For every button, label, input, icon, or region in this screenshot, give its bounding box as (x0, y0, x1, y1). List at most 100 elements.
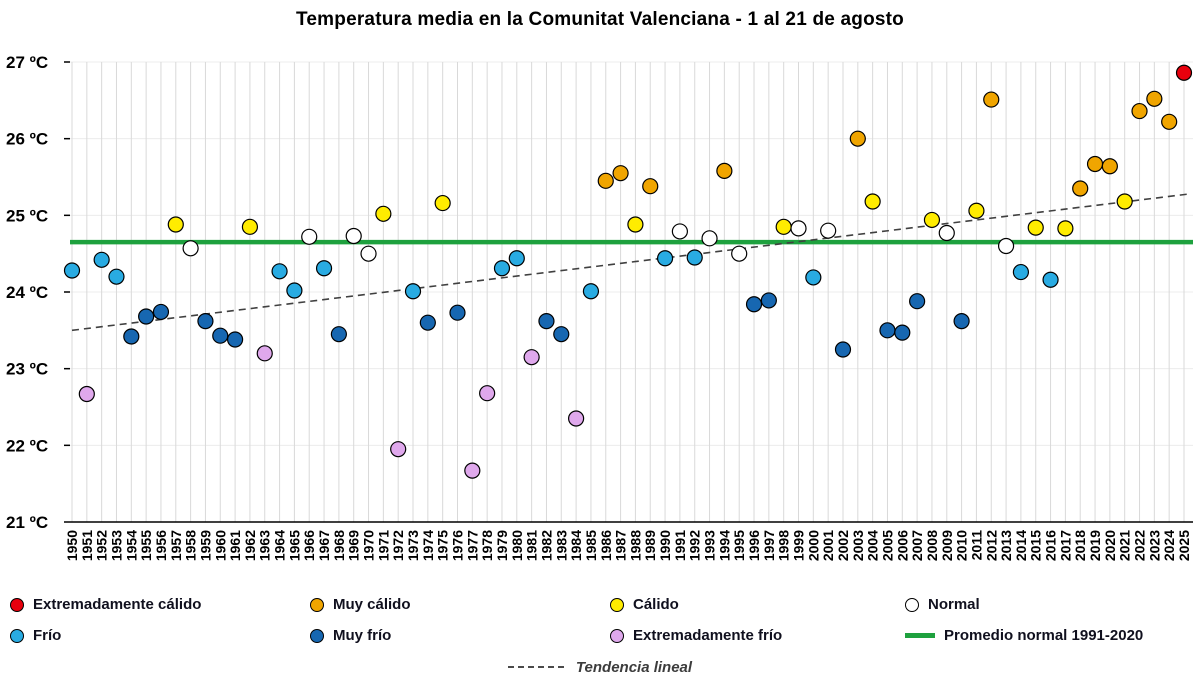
x-axis-label: 2014 (1013, 530, 1029, 561)
data-point-1953 (108, 268, 125, 285)
x-axis-label: 2013 (998, 530, 1014, 561)
data-point-2021 (1116, 193, 1133, 210)
muy-calido-marker-icon (310, 597, 324, 612)
data-point-1952 (93, 251, 110, 268)
x-axis-label: 2015 (1028, 530, 1044, 561)
data-point-2005 (879, 322, 896, 339)
data-point-1955 (138, 308, 155, 325)
data-point-1967 (315, 260, 333, 277)
legend-label-frio: Frío (33, 627, 62, 644)
x-axis-label: 1959 (197, 530, 213, 561)
data-point-1985 (582, 283, 600, 300)
y-axis-label: 22 ºC (6, 436, 48, 455)
x-axis-label: 1994 (716, 530, 732, 561)
x-axis-label: 1985 (583, 530, 599, 561)
data-point-2013 (997, 237, 1015, 255)
data-point-1970 (360, 245, 377, 262)
x-axis-label: 2000 (805, 530, 821, 561)
legend-label-normal: Normal (928, 596, 980, 613)
x-axis-label: 1984 (568, 530, 584, 561)
data-point-2007 (909, 293, 926, 310)
data-point-2023 (1146, 90, 1163, 107)
x-axis-label: 1983 (553, 530, 569, 561)
legend-label-calido: Cálido (633, 596, 679, 613)
x-axis-label: 2025 (1176, 530, 1192, 561)
legend-label-extremadamente-calido: Extremadamente cálido (33, 596, 202, 613)
normal-marker-icon (905, 597, 919, 612)
legend-item-frio: Frío (10, 627, 310, 644)
x-axis-label: 1968 (331, 530, 347, 561)
x-axis-label: 2020 (1102, 530, 1118, 561)
data-point-2010 (953, 313, 970, 330)
x-axis-label: 1995 (731, 530, 747, 561)
data-point-1988 (627, 216, 644, 233)
x-axis-label: 2006 (894, 530, 910, 561)
chart-title: Temperatura media en la Comunitat Valenc… (296, 9, 904, 30)
x-axis-label: 1980 (509, 530, 525, 561)
data-point-1981 (523, 349, 540, 366)
legend-item-normal: Normal (905, 596, 1190, 613)
legend-label-muy-calido: Muy cálido (333, 596, 411, 613)
x-axis-label: 2009 (939, 530, 955, 561)
x-axis-label: 1950 (64, 530, 80, 561)
data-point-1983 (553, 326, 570, 343)
x-axis-label: 2022 (1132, 530, 1148, 561)
x-axis-label: 1953 (108, 530, 124, 561)
data-point-1974 (419, 314, 436, 331)
promedio-normal-line-icon (905, 633, 935, 638)
x-axis-label: 1986 (598, 530, 614, 561)
legend-label-tendencia-lineal: Tendencia lineal (575, 658, 693, 676)
y-axis-label: 21 ºC (6, 513, 48, 532)
x-axis-label: 1997 (761, 530, 777, 561)
legend-item-extremadamente-calido: Extremadamente cálido (10, 596, 310, 613)
x-axis-label: 1964 (272, 530, 288, 561)
data-point-1966 (301, 228, 318, 245)
legend-label-muy-frio: Muy frío (333, 627, 392, 644)
x-axis-label: 1962 (242, 530, 258, 561)
x-axis-label: 1993 (702, 530, 718, 561)
calido-marker-icon (610, 597, 624, 612)
data-point-1979 (493, 260, 511, 277)
x-axis-label: 2018 (1072, 530, 1088, 561)
frio-marker-icon (10, 628, 24, 643)
data-point-1994 (716, 162, 733, 179)
x-axis-label: 1963 (257, 530, 273, 561)
tendencia-lineal-line (71, 193, 1191, 332)
data-point-2025 (1175, 64, 1193, 81)
data-point-2004 (864, 193, 881, 210)
legend-item-muy-frio: Muy frío (310, 627, 610, 644)
tendencia-lineal-dash-icon (507, 666, 564, 668)
x-axis-label: 2003 (850, 530, 866, 561)
chart-legend: Extremadamente cálido Muy cálido Cálido … (0, 586, 1200, 683)
x-axis-label: 1996 (746, 530, 762, 561)
data-point-2022 (1131, 102, 1148, 120)
data-point-2019 (1086, 155, 1104, 173)
x-axis-label: 2021 (1117, 530, 1133, 561)
x-axis-label: 1999 (791, 530, 807, 561)
data-point-1950 (63, 262, 81, 279)
data-point-2006 (894, 324, 911, 341)
data-point-1972 (390, 441, 407, 458)
x-axis-label: 2005 (879, 530, 895, 561)
x-axis-label: 1982 (538, 530, 554, 561)
x-axis-label: 1958 (183, 530, 199, 561)
data-point-1965 (286, 282, 303, 299)
data-point-1987 (612, 165, 629, 182)
extremadamente-calido-marker-icon (10, 597, 24, 612)
legend-item-extremadamente-frio: Extremadamente frío (610, 627, 905, 644)
x-axis-label: 2001 (820, 530, 836, 561)
x-axis-label: 1951 (79, 530, 95, 561)
data-point-2002 (834, 341, 852, 358)
data-point-1951 (78, 385, 95, 403)
data-point-1977 (464, 462, 481, 479)
x-axis-label: 2007 (909, 530, 925, 561)
data-point-1975 (434, 194, 451, 212)
x-axis-label: 1973 (405, 530, 421, 561)
data-point-1964 (271, 263, 288, 280)
data-point-1982 (538, 313, 555, 330)
data-point-1960 (212, 327, 229, 344)
x-axis-label: 2017 (1057, 530, 1073, 561)
x-axis-label: 1965 (286, 530, 302, 561)
